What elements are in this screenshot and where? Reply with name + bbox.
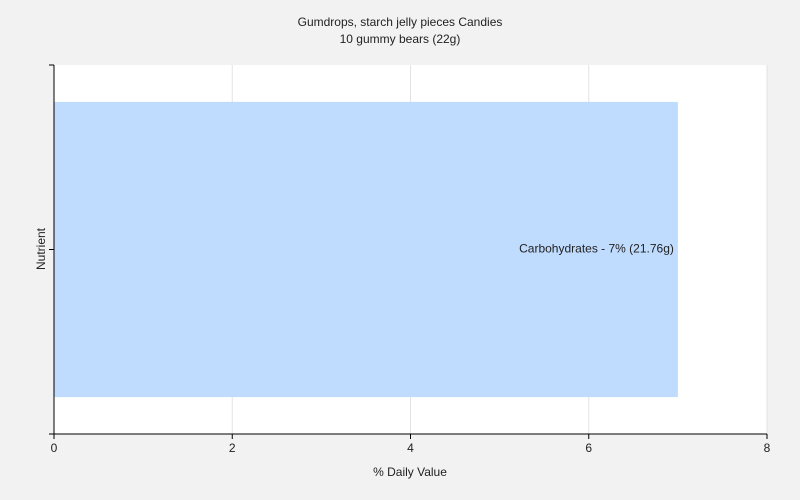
chart-title: Gumdrops, starch jelly pieces Candies: [298, 15, 503, 29]
y-axis-label: Nutrient: [34, 227, 48, 270]
x-tick-label: 6: [585, 441, 592, 455]
x-tick-label: 4: [407, 441, 414, 455]
chart-subtitle: 10 gummy bears (22g): [340, 32, 461, 46]
x-axis-label: % Daily Value: [373, 465, 447, 479]
bar: [54, 101, 678, 398]
x-tick-label: 8: [764, 441, 771, 455]
x-tick-label: 2: [229, 441, 236, 455]
x-tick-label: 0: [51, 441, 58, 455]
data-label: Carbohydrates - 7% (21.76g): [519, 242, 674, 256]
